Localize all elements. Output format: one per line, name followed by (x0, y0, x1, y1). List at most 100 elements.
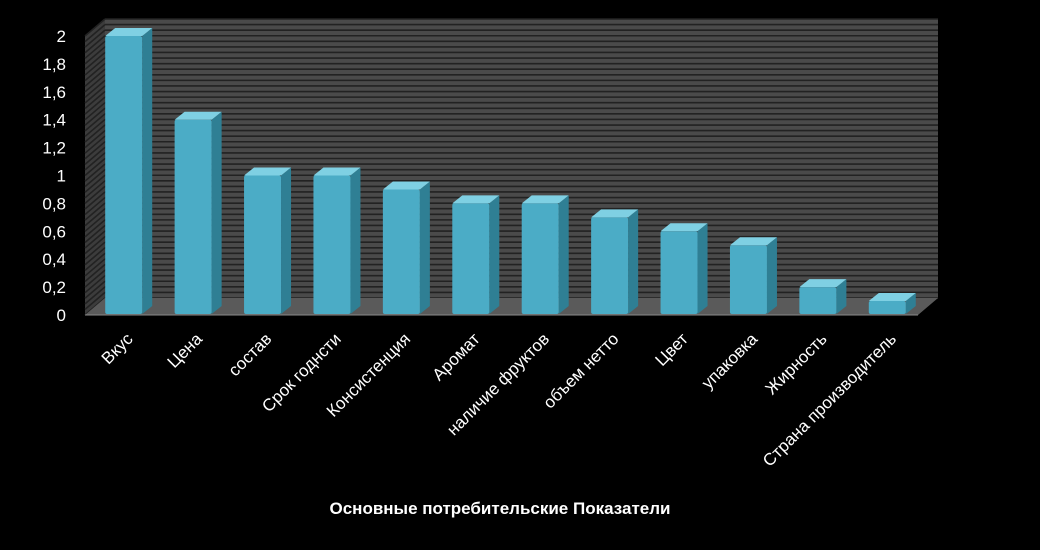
gridline-side (84, 180, 106, 199)
gridline-side (84, 74, 106, 93)
bar-top (244, 167, 292, 176)
gridline-side (84, 79, 106, 98)
gridline-side (84, 141, 106, 160)
gridline-side (84, 196, 106, 216)
gridline-side (84, 241, 106, 260)
gridline-side (84, 68, 106, 87)
y-tick-label: 0,2 (42, 278, 66, 297)
bar (591, 209, 639, 314)
gridline-side (84, 258, 106, 277)
gridline-side (84, 23, 106, 43)
bar-front (313, 175, 351, 314)
y-tick-label: 2 (57, 27, 66, 46)
bar-side (211, 111, 222, 314)
bar-side (419, 181, 430, 314)
gridline-side (84, 124, 106, 143)
gridline-side (84, 208, 106, 227)
gridline-side (84, 146, 106, 165)
bar-front (521, 203, 559, 314)
x-category-label: Страна производитель (759, 329, 900, 470)
bar-front (452, 203, 490, 314)
gridline-side (84, 213, 106, 232)
bar-top (105, 28, 153, 36)
gridline-side (84, 247, 106, 266)
gridline-side (84, 163, 106, 182)
bar-side (142, 28, 153, 314)
gridline-side (84, 236, 106, 255)
y-tick-label: 1,8 (42, 55, 66, 74)
gridline-side (84, 107, 106, 126)
bar-top (799, 279, 847, 288)
chart-bars (105, 28, 916, 314)
x-category-label: Вкус (98, 329, 137, 368)
gridline-side (84, 113, 106, 132)
bar (313, 167, 361, 314)
x-category-label: Цвет (651, 329, 692, 370)
bar (105, 28, 153, 314)
floor-plane (85, 298, 938, 315)
gridline-side (84, 85, 106, 104)
bar-top (313, 167, 361, 176)
gridline-side (84, 129, 106, 149)
gridline-side (84, 286, 106, 305)
y-tick-label: 1 (57, 167, 66, 186)
gridline-side (84, 219, 106, 238)
y-tick-label: 0,4 (42, 250, 66, 269)
bar-front (729, 245, 767, 314)
gridline-side (84, 57, 106, 76)
gridline-side (84, 202, 106, 221)
bar-front (591, 217, 629, 314)
gridline-side (84, 224, 106, 244)
bar-front (174, 119, 212, 314)
gridline-side (84, 118, 106, 138)
y-tick-label: 1,6 (42, 83, 66, 102)
bar-side (697, 223, 708, 314)
bar (521, 195, 569, 314)
bar-top (382, 181, 430, 190)
gridline-side (84, 280, 106, 299)
bar-top (591, 209, 639, 218)
bar-side (558, 195, 569, 314)
bar (244, 167, 292, 314)
gridline-side (84, 269, 106, 288)
y-tick-label: 1,4 (42, 111, 66, 130)
y-tick-label: 1,2 (42, 139, 66, 158)
bar (452, 195, 500, 314)
bar-top (521, 195, 569, 204)
bar-side (489, 195, 500, 314)
bar (174, 111, 222, 314)
gridline-side (84, 90, 106, 110)
gridline-side (84, 252, 106, 271)
bar (382, 181, 430, 314)
gridline-side (84, 230, 106, 249)
bar-top (452, 195, 500, 204)
x-category-label: Аромат (429, 329, 484, 384)
y-tick-label: 0 (57, 306, 66, 325)
gridline-side (84, 185, 106, 205)
bar-top (729, 237, 777, 246)
bar-top (660, 223, 708, 232)
chart-gridlines (84, 18, 938, 316)
bar-front (105, 36, 143, 314)
gridline-side (84, 51, 106, 71)
bar-front (382, 189, 420, 314)
gridline-side (84, 191, 106, 210)
bar-front (660, 231, 698, 314)
gridline-side (84, 35, 106, 54)
x-category-label: упаковка (698, 329, 762, 393)
gridline-side (84, 291, 106, 311)
gridline-side (84, 40, 106, 59)
bar-side (836, 279, 847, 314)
bar-side (766, 237, 777, 314)
bar-side (905, 293, 916, 314)
bar-front (799, 287, 837, 314)
bar-front (868, 301, 906, 314)
gridline-side (84, 96, 106, 115)
bar (729, 237, 777, 314)
y-tick-label: 0,8 (42, 194, 66, 213)
gridline-side (84, 152, 106, 171)
x-axis-title: Основные потребительские Показатели (329, 499, 671, 518)
